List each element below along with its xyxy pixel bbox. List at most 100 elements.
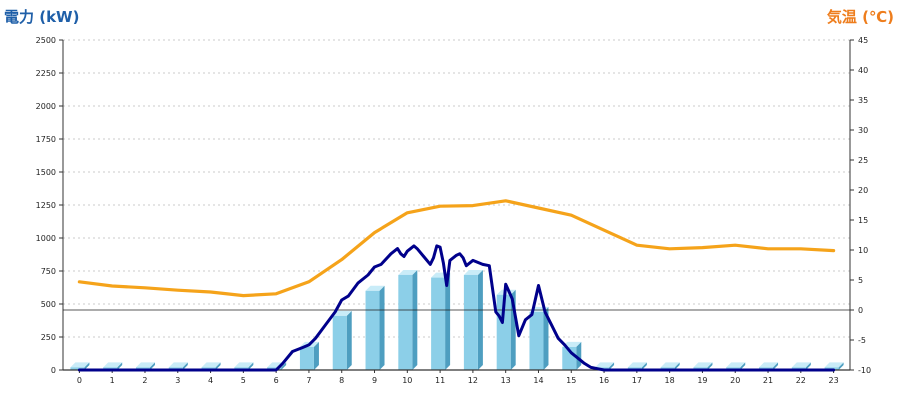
bar-top <box>824 362 844 368</box>
left-tick-label: 0 <box>51 366 56 375</box>
bar-top <box>398 269 418 275</box>
x-tick-label: 12 <box>468 376 478 385</box>
bar-side <box>248 362 254 370</box>
bar-front <box>332 315 347 370</box>
bar <box>463 269 483 370</box>
x-tick-label: 16 <box>599 376 609 385</box>
bar-side <box>576 341 582 370</box>
grid-layer <box>63 39 850 338</box>
bar-side <box>674 362 680 370</box>
bar-top <box>463 269 483 275</box>
left-tick-label: 2000 <box>36 102 56 111</box>
left-tick-label: 250 <box>41 333 56 342</box>
x-tick-label: 6 <box>274 376 279 385</box>
bar-side <box>281 362 287 370</box>
power-line <box>77 244 836 372</box>
bar-front <box>365 290 380 370</box>
right-tick-label: 40 <box>858 66 868 75</box>
x-tick-label: 13 <box>501 376 511 385</box>
bar-side <box>379 285 385 370</box>
bar-top <box>332 310 352 316</box>
bar-front <box>299 346 314 370</box>
bar-top <box>660 362 680 368</box>
bar-side <box>84 362 90 370</box>
bar-top <box>103 362 123 368</box>
bar-side <box>641 362 647 370</box>
bar-top <box>70 362 90 368</box>
x-tick-label: 1 <box>110 376 115 385</box>
temperature-line <box>77 199 836 298</box>
x-tick-label: 7 <box>306 376 311 385</box>
x-tick-label: 20 <box>730 376 740 385</box>
right-tick-label: 25 <box>858 156 868 165</box>
x-tick-label: 22 <box>796 376 806 385</box>
bar-front <box>529 311 544 370</box>
bar-side <box>477 269 483 370</box>
x-tick-label: 10 <box>402 376 412 385</box>
bar-side <box>149 362 155 370</box>
bar-front <box>398 274 413 370</box>
bar-side <box>346 310 352 370</box>
x-tick-label: 9 <box>372 376 377 385</box>
bar-side <box>182 362 188 370</box>
bar <box>398 269 418 370</box>
bar <box>70 362 90 370</box>
right-tick-label: 20 <box>858 186 868 195</box>
x-tick-label: 8 <box>339 376 344 385</box>
bar-top <box>693 362 713 368</box>
left-tick-label: 1750 <box>36 135 56 144</box>
bar-top <box>168 362 188 368</box>
bar-top <box>759 362 779 368</box>
x-tick-label: 19 <box>697 376 707 385</box>
right-tick-label: 30 <box>858 126 868 135</box>
bar-top <box>726 362 746 368</box>
x-tick-label: 15 <box>566 376 576 385</box>
bar-front <box>70 367 85 370</box>
x-tick-label: 14 <box>533 376 543 385</box>
bar <box>431 272 451 370</box>
bar-top <box>135 362 155 368</box>
right-axis-title: 気温 (℃) <box>826 8 894 26</box>
x-tick-label: 21 <box>763 376 773 385</box>
bar-top <box>234 362 254 368</box>
bar-top <box>201 362 221 368</box>
left-tick-label: 750 <box>41 267 56 276</box>
right-tick-label: 10 <box>858 246 868 255</box>
bar-side <box>609 362 615 370</box>
bar-side <box>838 362 844 370</box>
bar-front <box>431 277 446 370</box>
bar-top <box>365 285 385 291</box>
left-tick-label: 1500 <box>36 168 56 177</box>
left-tick-label: 2250 <box>36 69 56 78</box>
x-tick-label: 5 <box>241 376 246 385</box>
bar-top <box>627 362 647 368</box>
bar <box>299 341 319 370</box>
right-tick-label: 45 <box>858 36 868 45</box>
left-tick-label: 1250 <box>36 201 56 210</box>
x-tick-label: 18 <box>665 376 675 385</box>
bar-side <box>445 272 451 370</box>
bar-top <box>791 362 811 368</box>
bar-side <box>412 269 418 370</box>
x-tick-label: 4 <box>208 376 213 385</box>
bar-side <box>773 362 779 370</box>
right-tick-label: 35 <box>858 96 868 105</box>
x-tick-label: 3 <box>175 376 180 385</box>
right-tick-label: 5 <box>858 276 863 285</box>
bar-side <box>215 362 221 370</box>
label-layer: 02505007501000125015001750200022502500-1… <box>36 36 871 385</box>
left-axis-title: 電力 (kW) <box>4 8 80 26</box>
x-tick-label: 17 <box>632 376 642 385</box>
bar-top <box>595 362 615 368</box>
right-tick-label: 0 <box>858 306 863 315</box>
bar-layer <box>70 269 844 370</box>
left-tick-label: 1000 <box>36 234 56 243</box>
left-tick-label: 2500 <box>36 36 56 45</box>
right-tick-label: 15 <box>858 216 868 225</box>
bar-front <box>463 274 478 370</box>
bar <box>332 310 352 370</box>
line-layer <box>77 199 836 372</box>
bar-side <box>117 362 123 370</box>
right-tick-label: -5 <box>858 336 866 345</box>
